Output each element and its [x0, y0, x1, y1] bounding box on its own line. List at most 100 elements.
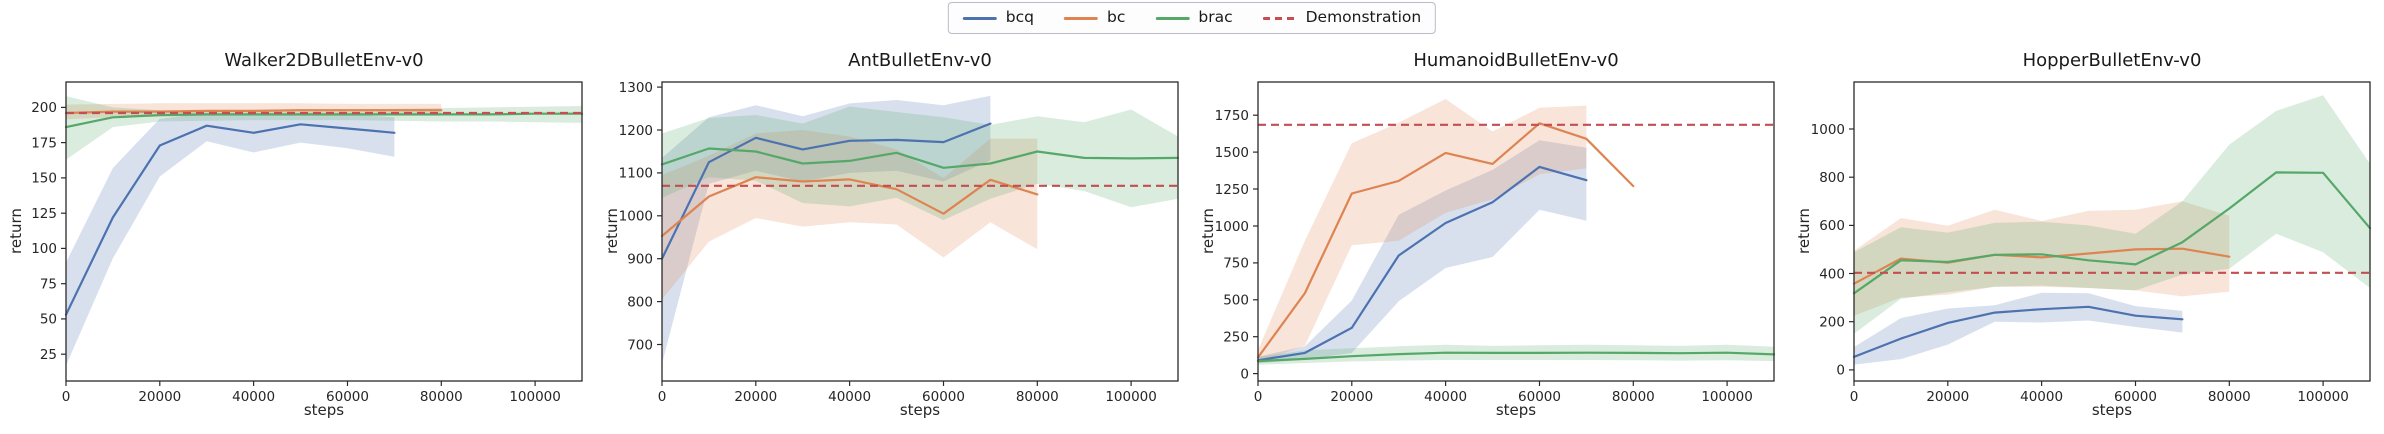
- bc-line: [1256, 122, 1635, 359]
- y-tick-label: 1750: [1215, 108, 1249, 124]
- x-axis-label: steps: [1495, 401, 1537, 419]
- y-tick-label: 1500: [1215, 145, 1249, 161]
- ant-chart-canvas: 0 20000 40000 60000 80000 100000 700 800 900 1000…: [619, 80, 1180, 405]
- legend-item-bcq: bcq: [962, 8, 1034, 27]
- legend-label-demonstration: Demonstration: [1305, 8, 1422, 27]
- y-tick-label: 150: [31, 171, 57, 187]
- legend: bcq bc brac Demonstration: [947, 2, 1437, 34]
- y-tick-label: 1250: [1215, 182, 1249, 198]
- hopper-chart-canvas: 0 20000 40000 60000 80000 100000 0 200 400 600 800…: [1811, 81, 2372, 405]
- y-tick-label: 800: [1819, 170, 1845, 186]
- bc-band: [662, 130, 1038, 300]
- brac-band: [1854, 95, 2370, 334]
- y-tick-label: 50: [40, 312, 57, 328]
- bc-line-swatch: [1064, 16, 1098, 20]
- y-tick-label: 600: [1819, 218, 1845, 234]
- y-tick-label: 0: [1240, 366, 1249, 382]
- bc-line: [64, 109, 443, 115]
- brac-band: [662, 106, 1178, 221]
- bcq-band: [1258, 140, 1587, 364]
- axes-spines: [1853, 81, 2371, 382]
- x-tick-label: 60000: [1518, 389, 1561, 405]
- chart-title: HopperBulletEnv-v0: [2022, 50, 2202, 71]
- y-tick-label: 1100: [619, 166, 653, 182]
- y-tick-label: 250: [1223, 330, 1249, 346]
- x-tick-label: 40000: [2020, 389, 2063, 405]
- subplot-walker2d: Walker2DBulletEnv-v0 return 0 20000 40000 6…: [0, 40, 596, 434]
- y-tick-label: 200: [1819, 315, 1845, 331]
- walker2d-chart-canvas: 0 20000 40000 60000 80000 100000 25 50 75 100 125 1…: [31, 81, 584, 405]
- y-tick-label: 750: [1223, 256, 1249, 272]
- y-tick-label: 400: [1819, 266, 1845, 282]
- x-tick-label: 20000: [734, 389, 777, 405]
- x-tick-label: 40000: [232, 389, 275, 405]
- y-tick-label: 1300: [619, 80, 653, 96]
- subplot-humanoid: HumanoidBulletEnv-v0 return 0 20000 40000 6…: [1192, 40, 1788, 434]
- humanoid-chart-canvas: 0 20000 40000 60000 80000 100000 0 250 500 750 100…: [1215, 81, 1776, 405]
- chart-title: AntBulletEnv-v0: [848, 50, 992, 71]
- y-tick-label: 700: [627, 337, 653, 353]
- subplot-ant: AntBulletEnv-v0 return 0 20000 40000 60000 8…: [596, 40, 1192, 434]
- y-tick-label: 125: [31, 206, 57, 222]
- x-tick-label: 80000: [1612, 389, 1655, 405]
- x-axis-label: steps: [303, 401, 345, 419]
- x-tick-label: 80000: [420, 389, 463, 405]
- subplot-hopper: HopperBulletEnv-v0 return 0 20000 40000 600…: [1788, 40, 2384, 434]
- y-tick-label: 500: [1223, 293, 1249, 309]
- x-tick-label: 0: [1850, 389, 1859, 405]
- brac-line: [1256, 351, 1776, 363]
- x-tick-label: 100000: [509, 389, 561, 405]
- x-tick-label: 60000: [922, 389, 965, 405]
- bcq-line-swatch: [962, 16, 997, 20]
- bc-line: [660, 176, 1039, 238]
- x-tick-label: 20000: [1330, 389, 1373, 405]
- y-tick-label: 25: [40, 347, 57, 363]
- brac-band: [1258, 344, 1774, 365]
- demonstration-dashed-swatch: [1262, 16, 1297, 20]
- y-tick-label: 100: [31, 241, 57, 257]
- y-tick-label: 800: [627, 294, 653, 310]
- y-tick-label: 1000: [1811, 122, 1845, 138]
- x-tick-label: 100000: [1105, 389, 1157, 405]
- legend-item-brac: brac: [1155, 8, 1233, 27]
- brac-line: [660, 147, 1180, 169]
- brac-line: [64, 112, 584, 129]
- chart-title: Walker2DBulletEnv-v0: [224, 50, 424, 71]
- legend-item-bc: bc: [1064, 10, 1125, 26]
- y-tick-label: 1000: [1215, 219, 1249, 235]
- brac-line: [1852, 171, 2372, 295]
- x-tick-label: 80000: [1016, 389, 1059, 405]
- legend-label-bc: bc: [1107, 8, 1126, 27]
- x-tick-label: 40000: [1424, 389, 1467, 405]
- y-tick-label: 900: [627, 252, 653, 268]
- bc-band: [1854, 201, 2230, 316]
- y-tick-label: 0: [1836, 363, 1845, 379]
- bcq-band: [662, 95, 991, 364]
- x-axis-label: steps: [899, 401, 941, 419]
- y-tick-label: 200: [31, 100, 57, 116]
- y-tick-label: 75: [40, 277, 57, 293]
- y-tick-label: 1200: [619, 123, 653, 139]
- x-tick-label: 20000: [1926, 389, 1969, 405]
- x-tick-label: 20000: [138, 389, 181, 405]
- y-tick-label: 175: [31, 135, 57, 151]
- brac-line-swatch: [1155, 16, 1190, 20]
- bcq-line: [660, 122, 992, 260]
- x-tick-label: 0: [658, 389, 667, 405]
- legend-label-brac: brac: [1198, 8, 1233, 27]
- x-tick-label: 100000: [2297, 389, 2349, 405]
- x-tick-label: 60000: [326, 389, 369, 405]
- bcq-line: [64, 123, 396, 316]
- bcq-band: [66, 113, 395, 366]
- x-tick-label: 0: [1254, 389, 1263, 405]
- axes-spines: [1257, 81, 1775, 382]
- x-tick-label: 0: [62, 389, 71, 405]
- axes-spines: [65, 81, 583, 382]
- axes-spines: [661, 81, 1179, 382]
- legend-label-bcq: bcq: [1005, 8, 1034, 27]
- x-axis-label: steps: [2091, 401, 2133, 419]
- bcq-line: [1256, 165, 1588, 362]
- x-tick-label: 100000: [1701, 389, 1753, 405]
- legend-item-demonstration: Demonstration: [1262, 8, 1422, 27]
- x-tick-label: 60000: [2114, 389, 2157, 405]
